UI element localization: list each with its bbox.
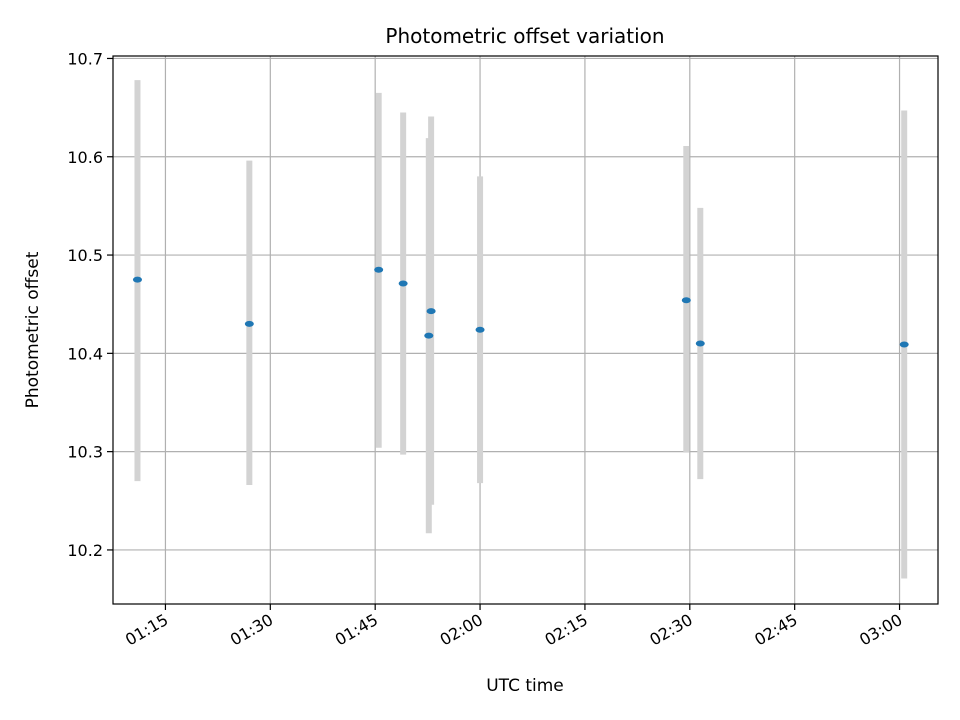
plot-area-frame	[112, 55, 939, 605]
data-point	[475, 326, 485, 333]
y-tick-label: 10.5	[67, 246, 103, 265]
data-point	[695, 340, 705, 347]
data-point	[681, 297, 691, 304]
data-points	[132, 266, 909, 348]
chart-title: Photometric offset variation	[385, 24, 664, 48]
data-point	[899, 341, 909, 348]
data-point	[132, 276, 142, 283]
y-tick-label: 10.6	[67, 148, 103, 167]
x-axis-title: UTC time	[486, 676, 564, 696]
y-tick-label: 10.7	[67, 49, 103, 68]
y-axis: 10.2 10.3 10.4 10.5 10.6 10.7	[67, 49, 113, 560]
data-point	[398, 280, 408, 287]
y-tick-label: 10.4	[67, 344, 103, 363]
data-point	[426, 308, 436, 315]
grid	[113, 56, 938, 604]
data-point	[244, 320, 254, 327]
y-tick-label: 10.3	[67, 443, 103, 462]
data-point	[424, 332, 434, 339]
y-axis-title: Photometric offset	[23, 251, 43, 408]
data-point	[374, 266, 384, 273]
y-tick-label: 10.2	[67, 541, 103, 560]
